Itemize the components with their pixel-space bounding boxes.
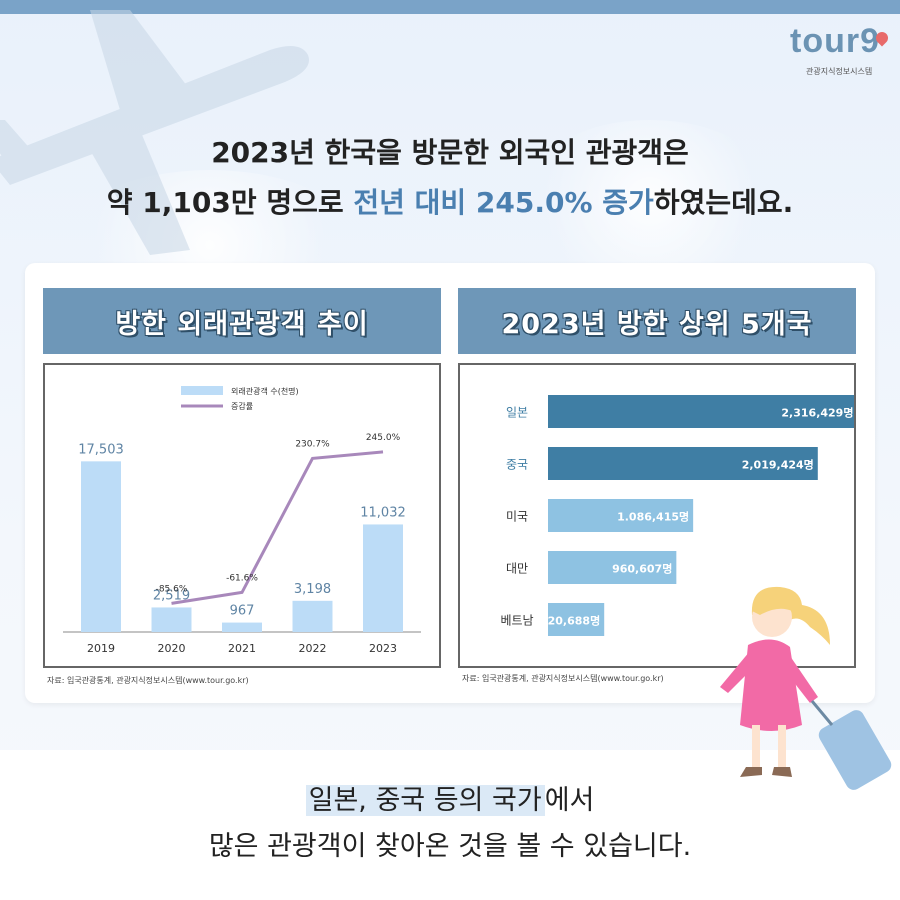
left-panel-title: 방한 외래관광객 추이 (43, 288, 441, 354)
headline-line-1: 2023년 한국을 방문한 외국인 관광객은 (211, 136, 689, 169)
growth-rate-line (171, 450, 384, 605)
bar-2019 (81, 461, 121, 632)
x-tick-label: 2020 (158, 642, 186, 655)
bar-미국 (548, 499, 694, 532)
x-tick-label: 2019 (87, 642, 115, 655)
infographic-card: 방한 외래관광객 추이 외래관광객 수(천명) 증감률 17,503 2019 2,51… (25, 263, 875, 703)
bar-2020 (151, 607, 192, 632)
bar-2021 (222, 622, 262, 632)
bar-value-label: 17,503 (78, 442, 124, 457)
bar-value-label: 967 (230, 604, 255, 619)
category-label: 미국 (506, 510, 528, 524)
top-accent-bar (0, 0, 900, 14)
headline-text: 하였는데요. (653, 186, 794, 219)
headline: 2023년 한국을 방문한 외국인 관광객은 약 1,103만 명으로 전년 대… (0, 128, 900, 228)
category-label: 일본 (506, 406, 528, 420)
x-tick-label: 2022 (299, 642, 327, 655)
cloud-decoration (520, 120, 780, 280)
bottom-text: 에서 (544, 785, 595, 816)
airplane-icon (0, 10, 309, 255)
bar-value-label: 2,019,424명 (742, 458, 814, 472)
right-panel-title: 2023년 방한 상위 5개국 (458, 288, 856, 354)
legend-label-line: 증감률 (231, 401, 253, 411)
bottom-line-1: 일본, 중국 등의 국가 에서 (0, 778, 900, 824)
x-tick-label: 2021 (228, 642, 256, 655)
growth-rate-label: 245.0% (366, 433, 401, 443)
bar-일본 (548, 395, 854, 428)
bar-value-label: 11,032 (360, 505, 406, 520)
bar-2022 (292, 600, 333, 632)
right-source-note: 자료: 입국관광통계, 관광지식정보시스템(www.tour.go.kr) (462, 674, 664, 683)
left-chart-frame: 외래관광객 수(천명) 증감률 17,503 2019 2,519 2020 967 2021… (43, 363, 441, 668)
growth-rate-label: -85.6% (156, 584, 188, 594)
bar-value-label: 3,198 (294, 582, 331, 597)
category-label: 중국 (506, 458, 528, 472)
legend-label-bar: 외래관광객 수(천명) (231, 386, 299, 396)
headline-text: 약 1,103만 명으로 (106, 186, 354, 219)
bottom-highlight: 일본, 중국 등의 국가 (305, 785, 545, 816)
bar-2023 (363, 524, 403, 632)
category-label: 대만 (506, 562, 528, 576)
logo-wordmark: tour9 (790, 22, 880, 60)
logo-subtitle: 관광지식정보시스템 (806, 67, 873, 76)
growth-rate-label: -61.6% (226, 573, 258, 583)
bar-중국 (548, 447, 818, 480)
bar-value-label: 2,519 (153, 588, 190, 603)
x-tick-label: 2023 (369, 642, 397, 655)
headline-highlight: 전년 대비 245.0% 증가 (353, 186, 654, 219)
category-label: 베트남 (500, 614, 533, 628)
legend-swatch-bar (181, 386, 223, 395)
tour-logo: tour9 관광지식정보시스템 (790, 22, 891, 84)
left-source-note: 자료: 입국관광통계, 관광지식정보시스템(www.tour.go.kr) (47, 676, 249, 685)
bottom-line-2: 많은 관광객이 찾아온 것을 볼 수 있습니다. (208, 831, 692, 862)
headline-line-2: 약 1,103만 명으로 전년 대비 245.0% 증가하였는데요. (0, 178, 900, 228)
bar-value-label: 1.086,415명 (617, 510, 689, 524)
bar-value-label: 960,607명 (612, 562, 672, 576)
bar-대만 (548, 551, 677, 584)
bar-value-label: 420,688명 (540, 614, 600, 628)
traveler-girl-illustration (720, 586, 892, 790)
combo-chart: 외래관광객 수(천명) 증감률 17,503 2019 2,519 2020 967 2021… (63, 386, 421, 655)
bottom-message: 일본, 중국 등의 국가 에서 많은 관광객이 찾아온 것을 볼 수 있습니다. (0, 778, 900, 870)
bar-베트남 (548, 603, 605, 636)
bar-value-label: 2,316,429명 (781, 406, 853, 420)
growth-rate-label: 230.7% (295, 439, 330, 449)
